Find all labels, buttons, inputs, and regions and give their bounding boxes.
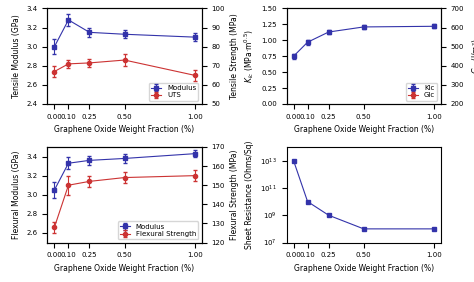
X-axis label: Graphene Oxide Weight Fraction (%): Graphene Oxide Weight Fraction (%) — [293, 125, 434, 134]
Legend: Modulus, UTS: Modulus, UTS — [149, 83, 198, 100]
Y-axis label: $K_{Ic}$ (MPa·m$^{0.5}$): $K_{Ic}$ (MPa·m$^{0.5}$) — [242, 29, 255, 83]
X-axis label: Graphene Oxide Weight Fraction (%): Graphene Oxide Weight Fraction (%) — [293, 264, 434, 273]
Y-axis label: Tensile Modulus (GPa): Tensile Modulus (GPa) — [12, 14, 21, 98]
Y-axis label: Flexural Modulus (GPa): Flexural Modulus (GPa) — [12, 151, 21, 239]
Y-axis label: Sheet Resistance (Ohms/Sq): Sheet Resistance (Ohms/Sq) — [246, 140, 255, 249]
X-axis label: Graphene Oxide Weight Fraction (%): Graphene Oxide Weight Fraction (%) — [55, 125, 195, 134]
Y-axis label: Tensile Strength (MPa): Tensile Strength (MPa) — [230, 13, 239, 99]
Y-axis label: $G_{Ic}$ (J/m²): $G_{Ic}$ (J/m²) — [470, 38, 474, 74]
X-axis label: Graphene Oxide Weight Fraction (%): Graphene Oxide Weight Fraction (%) — [55, 264, 195, 273]
Legend: KIc, GIc: KIc, GIc — [406, 83, 438, 100]
Y-axis label: Flexural Strength (MPa): Flexural Strength (MPa) — [230, 149, 239, 240]
Legend: Modulus, Flexural Strength: Modulus, Flexural Strength — [118, 221, 198, 239]
